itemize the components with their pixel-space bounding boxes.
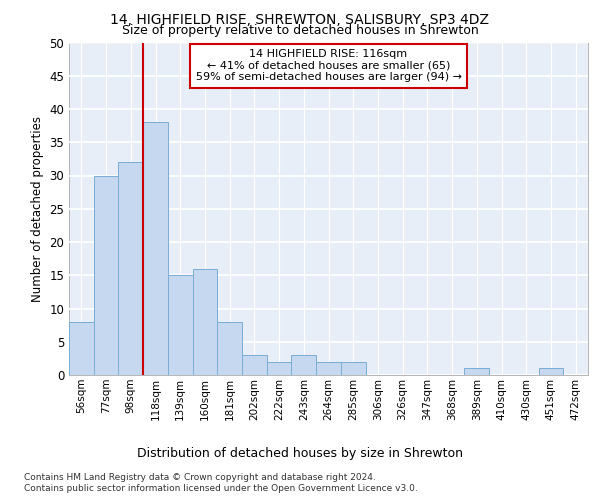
Bar: [168, 275, 193, 375]
Bar: [118, 162, 143, 375]
Bar: [292, 355, 316, 375]
Bar: [341, 362, 365, 375]
Bar: [217, 322, 242, 375]
Bar: [267, 362, 292, 375]
Text: 14, HIGHFIELD RISE, SHREWTON, SALISBURY, SP3 4DZ: 14, HIGHFIELD RISE, SHREWTON, SALISBURY,…: [110, 12, 490, 26]
Bar: [242, 355, 267, 375]
Y-axis label: Number of detached properties: Number of detached properties: [31, 116, 44, 302]
Bar: [316, 362, 341, 375]
Bar: [143, 122, 168, 375]
Text: Contains public sector information licensed under the Open Government Licence v3: Contains public sector information licen…: [24, 484, 418, 493]
Bar: [193, 268, 217, 375]
Text: Distribution of detached houses by size in Shrewton: Distribution of detached houses by size …: [137, 448, 463, 460]
Bar: [94, 176, 118, 375]
Bar: [69, 322, 94, 375]
Text: Size of property relative to detached houses in Shrewton: Size of property relative to detached ho…: [122, 24, 478, 37]
Text: 14 HIGHFIELD RISE: 116sqm
← 41% of detached houses are smaller (65)
59% of semi-: 14 HIGHFIELD RISE: 116sqm ← 41% of detac…: [196, 49, 461, 82]
Bar: [539, 368, 563, 375]
Bar: [464, 368, 489, 375]
Text: Contains HM Land Registry data © Crown copyright and database right 2024.: Contains HM Land Registry data © Crown c…: [24, 472, 376, 482]
